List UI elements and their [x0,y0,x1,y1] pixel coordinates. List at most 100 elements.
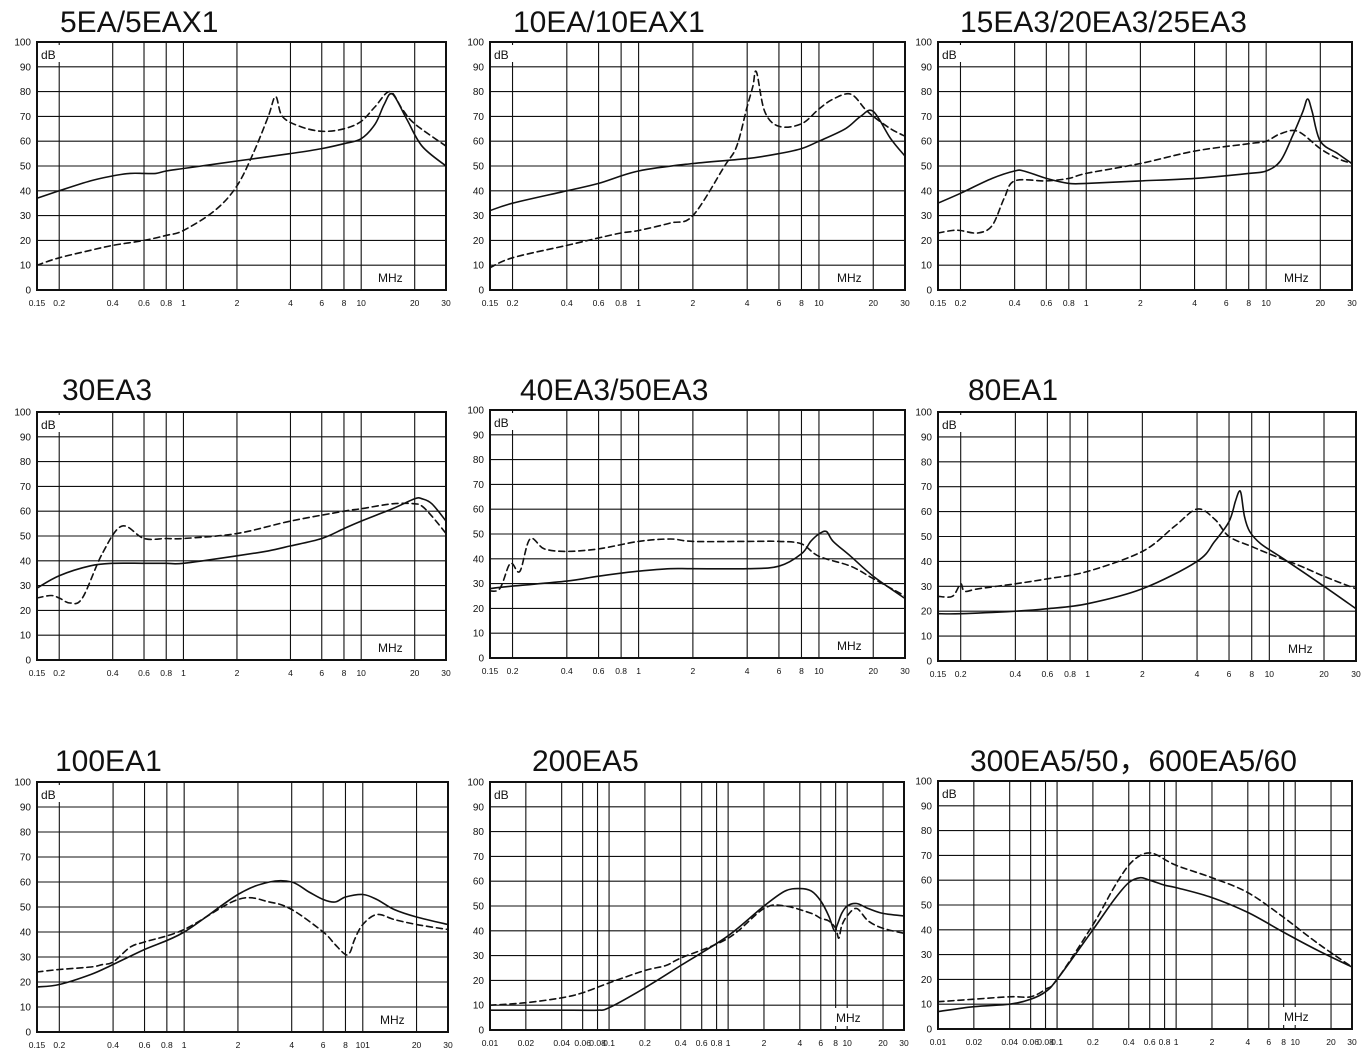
x-tick-label: 0.6 [138,668,150,678]
series-line-solid [36,497,447,589]
x-tick-label: 0.4 [1009,298,1021,308]
y-tick-label: 20 [20,236,32,247]
x-tick-label: 1 [1174,1037,1179,1047]
x-tick-label: 1 [636,298,641,308]
x-tick-label: 0.6 [593,298,605,308]
chart-title: 300EA5/50，600EA5/60 [970,745,1297,778]
x-tick-label: 0.2 [955,669,967,679]
x-tick-label: 20 [869,298,879,308]
x-tick-label: 0.4 [1123,1037,1135,1047]
series-line-dashed [937,852,1353,1003]
y-tick-label: 90 [20,803,32,814]
x-tick-label: 2 [235,668,240,678]
x-tick-label: 0.6 [1041,669,1053,679]
x-tick-label: 8 [343,1040,348,1049]
x-tick-label: 0.06 [1022,1037,1039,1047]
x-unit-label: MHz [837,271,862,285]
series-line-dashed [36,502,447,605]
y-tick-label: 50 [20,162,32,173]
x-tick-label: 1 [1084,298,1089,308]
chart-title: 200EA5 [532,745,639,778]
y-tick-label: 30 [20,211,32,222]
y-tick-label: 0 [25,656,31,667]
x-tick-label: 8 [1246,298,1251,308]
y-unit-label: dB [494,48,509,62]
y-tick-label: 80 [921,826,933,837]
series-line-dashed [937,129,1353,234]
x-unit-label: MHz [1284,1010,1309,1024]
y-tick-label: 100 [915,408,932,419]
y-tick-label: 50 [473,162,485,173]
x-tick-label: 6 [319,298,324,308]
y-tick-label: 20 [20,978,32,989]
chart-panel-2: 10EA/10EAX1 0 10 20 30 40 50 60 70 80 90 100 0.15 0.2… [467,6,910,308]
series-line-dashed [489,70,906,269]
x-tick-label: 0.8 [160,298,172,308]
x-unit-label: MHz [837,639,862,653]
x-tick-label: 20 [410,298,420,308]
y-tick-label: 60 [473,137,485,148]
x-tick-label: 0.8 [160,668,172,678]
x-tick-label: 8 [1281,1037,1286,1047]
x-tick-label: 4 [745,666,750,676]
y-tick-label: 30 [921,211,933,222]
y-tick-label: 90 [473,430,485,441]
x-tick-label: 8 [342,298,347,308]
y-tick-label: 20 [921,236,933,247]
y-tick-label: 40 [473,186,485,197]
x-tick-label: 8 [799,666,804,676]
chart-title: 15EA3/20EA3/25EA3 [960,6,1247,39]
x-tick-label: 0.2 [507,666,519,676]
x-tick-label: 0.02 [966,1037,983,1047]
series-line-solid [937,876,1353,1013]
chart-panel-5: 40EA3/50EA3 0 10 20 30 40 50 60 70 80 90 100 0.15 0.2… [467,374,910,676]
y-tick-label: 80 [20,457,32,468]
y-tick-label: 100 [467,38,484,49]
x-tick-label: 10 [1261,298,1271,308]
y-tick-label: 70 [473,480,485,491]
x-tick-label: 6 [1224,298,1229,308]
unit-label-backdrop [1280,1007,1316,1025]
x-tick-label: 0.2 [955,298,967,308]
x-tick-label: 30 [1347,298,1357,308]
x-tick-label: 20 [878,1038,888,1048]
x-tick-label: 10 [1265,669,1275,679]
x-tick-label: 20 [1326,1037,1336,1047]
x-tick-label: 0.15 [482,298,499,308]
x-tick-label: 1 [181,668,186,678]
y-tick-label: 10 [921,632,933,643]
x-tick-label: 2 [1140,669,1145,679]
unit-label-backdrop [374,268,410,286]
y-tick-label: 100 [14,408,31,419]
x-tick-label: 2 [1210,1037,1215,1047]
unit-label-backdrop [833,636,869,654]
y-tick-label: 60 [921,137,933,148]
y-tick-label: 20 [921,607,933,618]
x-tick-label: 0.1 [1051,1037,1063,1047]
unit-label-backdrop [374,638,410,656]
x-tick-label: 6 [321,1040,326,1049]
y-tick-label: 70 [473,112,485,123]
y-unit-label: dB [942,787,957,801]
y-tick-label: 60 [921,876,933,887]
series-line-solid [937,98,1353,204]
x-tick-label: 6 [319,668,324,678]
x-tick-label: 4 [797,1038,802,1048]
y-tick-label: 40 [473,926,485,937]
y-tick-label: 90 [20,62,32,73]
y-tick-label: 10 [20,261,32,272]
y-tick-label: 50 [473,530,485,541]
series-line-dashed [36,90,447,266]
x-tick-label: 8 [833,1038,838,1048]
y-tick-label: 70 [921,482,933,493]
series-line-solid [36,92,447,199]
chart-panel-7: 100EA1 0 10 20 30 40 50 60 70 80 90 100 0.15 0.2 0.4 0.… [14,745,453,1049]
x-tick-label: 30 [900,298,910,308]
x-tick-label: 0.06 [574,1038,591,1048]
y-tick-label: 100 [915,38,932,49]
y-tick-label: 20 [473,236,485,247]
y-tick-label: 20 [473,604,485,615]
y-tick-label: 0 [478,286,484,297]
x-tick-label: 1 [726,1038,731,1048]
x-tick-label: 0.6 [696,1038,708,1048]
